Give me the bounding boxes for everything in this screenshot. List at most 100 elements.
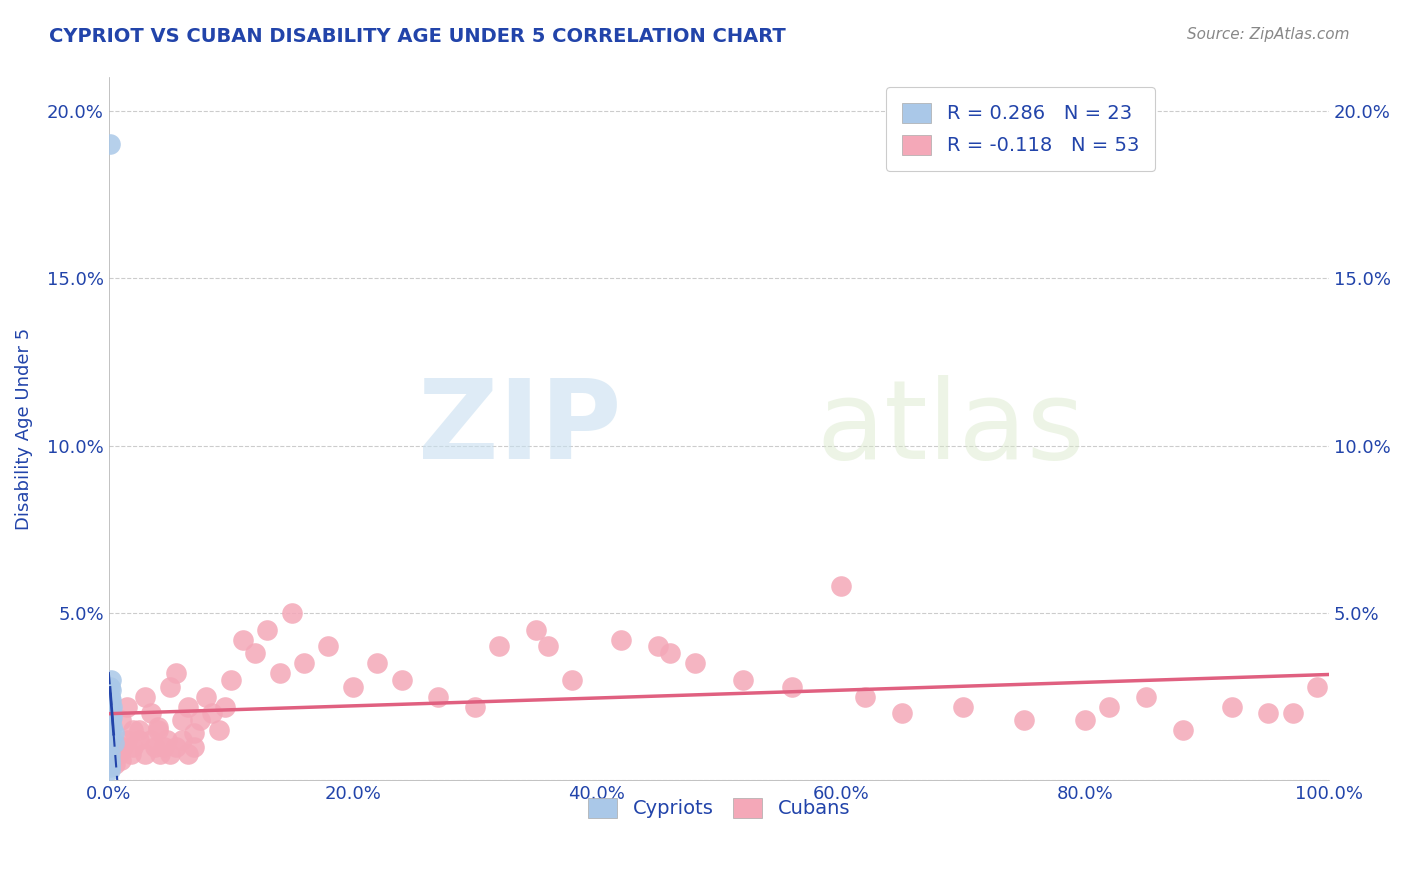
Point — [98, 753, 121, 767]
Point — [98, 706, 121, 721]
Point — [177, 699, 200, 714]
Point — [100, 703, 122, 717]
Point — [107, 747, 129, 761]
Point — [1257, 706, 1279, 721]
Point — [98, 747, 121, 761]
Point — [103, 726, 125, 740]
Point — [219, 673, 242, 687]
Point — [733, 673, 755, 687]
Point — [269, 666, 291, 681]
Point — [427, 690, 450, 704]
Point — [659, 646, 682, 660]
Text: ZIP: ZIP — [418, 376, 621, 483]
Point — [115, 699, 138, 714]
Point — [891, 706, 914, 721]
Point — [98, 723, 121, 737]
Point — [183, 726, 205, 740]
Point — [98, 696, 121, 710]
Point — [342, 680, 364, 694]
Point — [100, 693, 122, 707]
Point — [100, 682, 122, 697]
Point — [1012, 713, 1035, 727]
Point — [488, 640, 510, 654]
Point — [537, 640, 560, 654]
Point — [134, 747, 156, 761]
Point — [100, 713, 122, 727]
Point — [98, 713, 121, 727]
Point — [141, 706, 163, 721]
Point — [120, 747, 142, 761]
Point — [122, 723, 145, 737]
Point — [146, 720, 169, 734]
Point — [101, 699, 124, 714]
Point — [232, 632, 254, 647]
Point — [101, 720, 124, 734]
Y-axis label: Disability Age Under 5: Disability Age Under 5 — [15, 327, 32, 530]
Point — [128, 723, 150, 737]
Point — [134, 690, 156, 704]
Point — [159, 747, 181, 761]
Point — [1306, 680, 1329, 694]
Point — [149, 747, 172, 761]
Point — [1074, 713, 1097, 727]
Point — [98, 760, 121, 774]
Point — [464, 699, 486, 714]
Point — [780, 680, 803, 694]
Point — [524, 623, 547, 637]
Point — [100, 673, 122, 687]
Point — [683, 656, 706, 670]
Point — [610, 632, 633, 647]
Point — [366, 656, 388, 670]
Point — [98, 733, 121, 747]
Point — [952, 699, 974, 714]
Point — [112, 739, 135, 754]
Point — [98, 680, 121, 694]
Point — [292, 656, 315, 670]
Point — [122, 739, 145, 754]
Point — [318, 640, 340, 654]
Point — [152, 739, 174, 754]
Point — [128, 733, 150, 747]
Legend: Cypriots, Cubans: Cypriots, Cubans — [572, 782, 866, 834]
Text: CYPRIOT VS CUBAN DISABILITY AGE UNDER 5 CORRELATION CHART: CYPRIOT VS CUBAN DISABILITY AGE UNDER 5 … — [49, 27, 786, 45]
Point — [561, 673, 583, 687]
Point — [115, 733, 138, 747]
Point — [143, 739, 166, 754]
Point — [170, 713, 193, 727]
Point — [1220, 699, 1243, 714]
Point — [101, 709, 124, 723]
Point — [170, 733, 193, 747]
Point — [214, 699, 236, 714]
Point — [141, 733, 163, 747]
Point — [391, 673, 413, 687]
Point — [207, 723, 229, 737]
Point — [98, 764, 121, 778]
Point — [103, 737, 125, 751]
Point — [98, 756, 121, 771]
Point — [853, 690, 876, 704]
Point — [98, 690, 121, 704]
Point — [110, 753, 132, 767]
Point — [1171, 723, 1194, 737]
Point — [830, 579, 852, 593]
Point — [1098, 699, 1121, 714]
Point — [256, 623, 278, 637]
Point — [183, 739, 205, 754]
Point — [1135, 690, 1157, 704]
Point — [156, 733, 179, 747]
Point — [188, 713, 211, 727]
Point — [98, 137, 121, 152]
Point — [647, 640, 669, 654]
Point — [245, 646, 267, 660]
Point — [1281, 706, 1303, 721]
Point — [195, 690, 218, 704]
Point — [281, 606, 304, 620]
Point — [177, 747, 200, 761]
Point — [165, 739, 187, 754]
Point — [165, 666, 187, 681]
Point — [110, 713, 132, 727]
Point — [146, 723, 169, 737]
Point — [104, 756, 127, 771]
Point — [201, 706, 224, 721]
Point — [159, 680, 181, 694]
